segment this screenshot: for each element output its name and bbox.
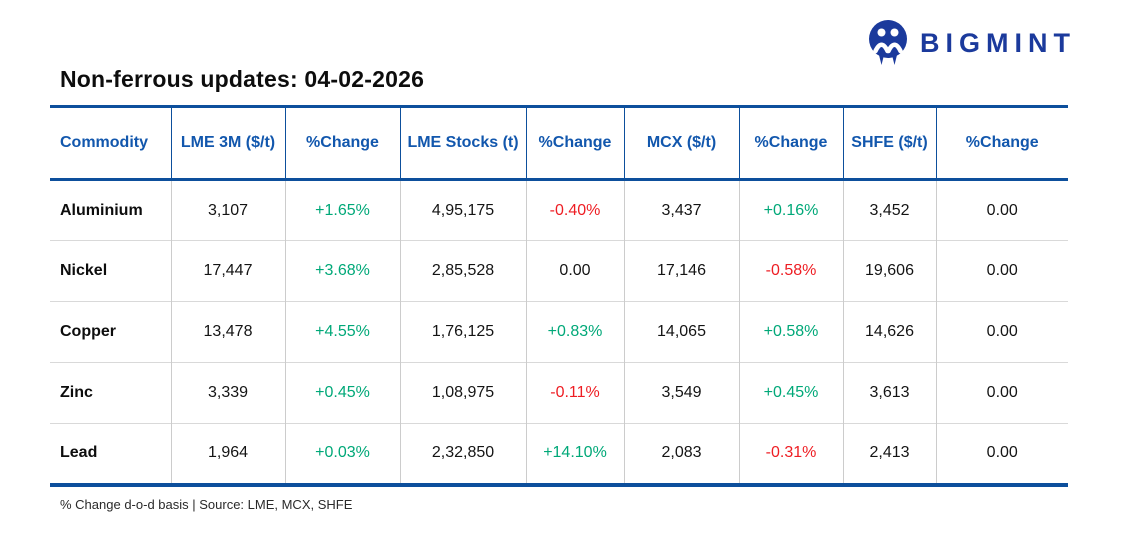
lme-3m-change: +0.45%: [284, 362, 400, 424]
table-row: Aluminium 3,107 +1.65% 4,95,175 -0.40% 3…: [50, 179, 1068, 241]
table-row: Lead 1,964 +0.03% 2,32,850 +14.10% 2,083…: [50, 423, 1068, 487]
mcx-value: 3,549: [623, 362, 739, 424]
shfe-value: 14,626: [842, 301, 936, 363]
shfe-change: 0.00: [935, 179, 1068, 241]
table-row: Zinc 3,339 +0.45% 1,08,975 -0.11% 3,549 …: [50, 362, 1068, 424]
lme-3m-change: +0.03%: [284, 423, 400, 487]
brand-name: BIGMINT: [920, 27, 1076, 58]
lme-3m-value: 17,447: [170, 240, 285, 302]
lme-stocks-value: 4,95,175: [399, 179, 526, 241]
commodity-name: Zinc: [50, 362, 171, 424]
mcx-value: 17,146: [623, 240, 739, 302]
commodity-table: Commodity LME 3M ($/t) %Change LME Stock…: [50, 105, 1068, 487]
mcx-value: 14,065: [623, 301, 739, 363]
mcx-change: +0.45%: [738, 362, 843, 424]
commodity-name: Lead: [50, 423, 171, 487]
commodity-name: Aluminium: [60, 201, 143, 219]
col-header-lme-change: %Change: [284, 106, 400, 181]
mcx-change: -0.31%: [738, 423, 843, 487]
lme-stocks-change: -0.40%: [525, 179, 624, 241]
col-header-stocks-change: %Change: [525, 106, 624, 181]
lme-3m-value: 3,339: [170, 362, 285, 424]
commodity-name: Nickel: [50, 240, 171, 302]
shfe-value: 3,452: [842, 179, 936, 241]
mcx-change: +0.16%: [738, 179, 843, 241]
shfe-change: 0.00: [935, 423, 1068, 487]
col-header-lme-stocks: LME Stocks (t): [399, 106, 526, 181]
col-header-mcx-change: %Change: [738, 106, 843, 181]
lme-stocks-change: +14.10%: [525, 423, 624, 487]
col-header-mcx: MCX ($/t): [623, 106, 739, 181]
lme-3m-value: 1,964: [170, 423, 285, 487]
mcx-change: +0.58%: [738, 301, 843, 363]
source-footnote: % Change d-o-d basis | Source: LME, MCX,…: [60, 497, 353, 512]
lme-3m-change: +1.65%: [284, 179, 400, 241]
shfe-change: 0.00: [935, 240, 1068, 302]
brand-logo: BIGMINT: [866, 18, 1076, 68]
lme-stocks-value: 2,85,528: [399, 240, 526, 302]
lme-3m-change: +4.55%: [284, 301, 400, 363]
lme-stocks-value: 1,76,125: [399, 301, 526, 363]
lme-3m-change: +3.68%: [284, 240, 400, 302]
bigmint-logo-icon: [869, 20, 907, 65]
shfe-change: 0.00: [935, 301, 1068, 363]
lme-stocks-change: -0.11%: [525, 362, 624, 424]
table-header-row: Commodity LME 3M ($/t) %Change LME Stock…: [50, 106, 1068, 181]
mcx-value: 3,437: [623, 179, 739, 241]
shfe-value: 19,606: [842, 240, 936, 302]
lme-3m-value: 13,478: [170, 301, 285, 363]
table-row: Nickel 17,447 +3.68% 2,85,528 0.00 17,14…: [50, 240, 1068, 302]
shfe-value: 3,613: [842, 362, 936, 424]
col-header-lme-3m: LME 3M ($/t): [170, 106, 285, 181]
page-title: Non-ferrous updates: 04-02-2026: [60, 66, 425, 92]
shfe-change: 0.00: [935, 362, 1068, 424]
lme-stocks-change: +0.83%: [525, 301, 624, 363]
mcx-value: 2,083: [623, 423, 739, 487]
mcx-change: -0.58%: [738, 240, 843, 302]
col-header-shfe: SHFE ($/t): [842, 106, 936, 181]
col-header-shfe-change: %Change: [935, 106, 1068, 181]
commodity-name: Copper: [50, 301, 171, 363]
lme-stocks-value: 1,08,975: [399, 362, 526, 424]
lme-3m-value: 3,107: [170, 179, 285, 241]
lme-stocks-change: 0.00: [525, 240, 624, 302]
col-header-commodity: Commodity: [50, 106, 171, 181]
table-row: Copper 13,478 +4.55% 1,76,125 +0.83% 14,…: [50, 301, 1068, 363]
lme-stocks-value: 2,32,850: [399, 423, 526, 487]
shfe-value: 2,413: [842, 423, 936, 487]
